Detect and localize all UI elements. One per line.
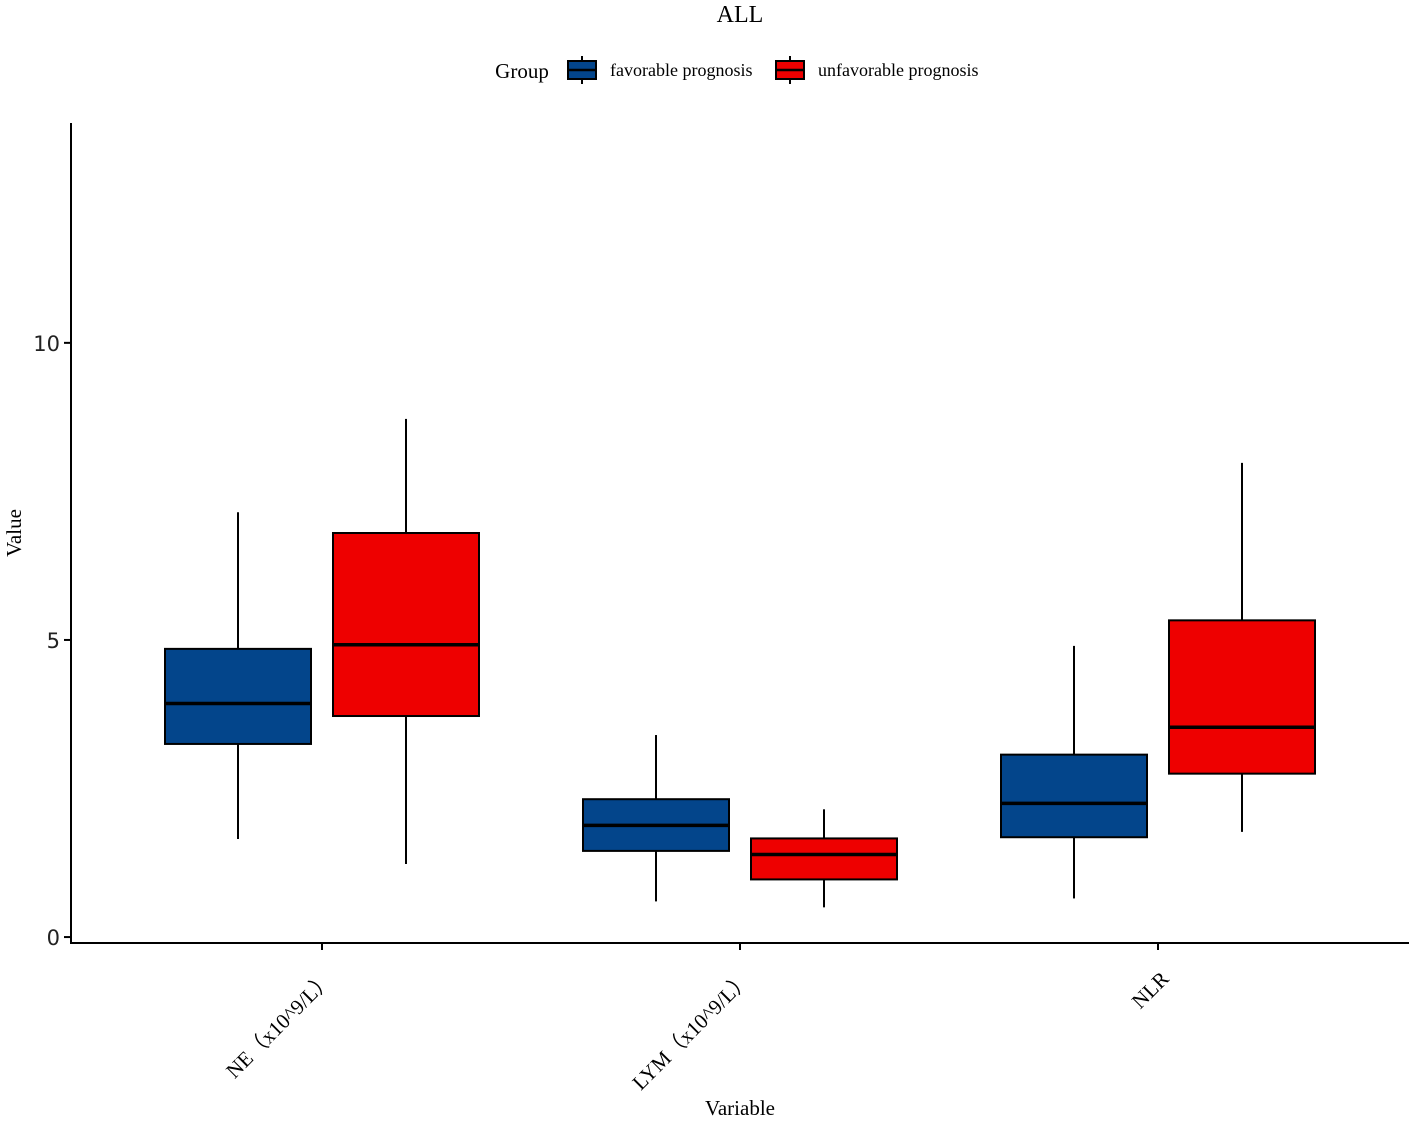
y-axis-label: Value	[2, 509, 26, 557]
x-axis-label: Variable	[705, 1096, 775, 1120]
legend: Group favorable prognosis unfavorable pr…	[495, 56, 978, 84]
box-iqr	[332, 532, 480, 718]
x-tick-label: NLR	[1127, 967, 1174, 1014]
box-favorable-2	[1000, 645, 1148, 899]
y-ticks: 0 5 10	[33, 332, 71, 950]
box-iqr	[1000, 753, 1148, 839]
y-tick-label: 0	[47, 926, 60, 950]
box-iqr	[750, 837, 898, 881]
box-favorable-1	[582, 735, 730, 902]
box-unfavorable-0	[332, 418, 480, 864]
y-tick-label: 10	[33, 332, 60, 356]
legend-entry-unfavorable: unfavorable prognosis	[775, 56, 978, 84]
x-tick-label: NE（x10^9/L）	[221, 967, 337, 1083]
box-iqr	[164, 647, 312, 745]
chart-title: ALL	[717, 2, 764, 28]
box-unfavorable-2	[1168, 462, 1316, 832]
legend-label-favorable: favorable prognosis	[610, 60, 752, 80]
box-favorable-0	[164, 512, 312, 840]
legend-entry-favorable: favorable prognosis	[567, 56, 752, 84]
legend-title: Group	[495, 59, 549, 83]
x-ticks: NE（x10^9/L） LYM（x10^9/L） NLR	[221, 943, 1174, 1095]
y-tick-label: 5	[47, 629, 60, 653]
box-iqr	[1168, 619, 1316, 775]
legend-label-unfavorable: unfavorable prognosis	[818, 60, 978, 80]
x-tick-label: LYM（x10^9/L）	[627, 967, 755, 1095]
box-plot-series	[164, 418, 1316, 908]
box-unfavorable-1	[750, 809, 898, 908]
